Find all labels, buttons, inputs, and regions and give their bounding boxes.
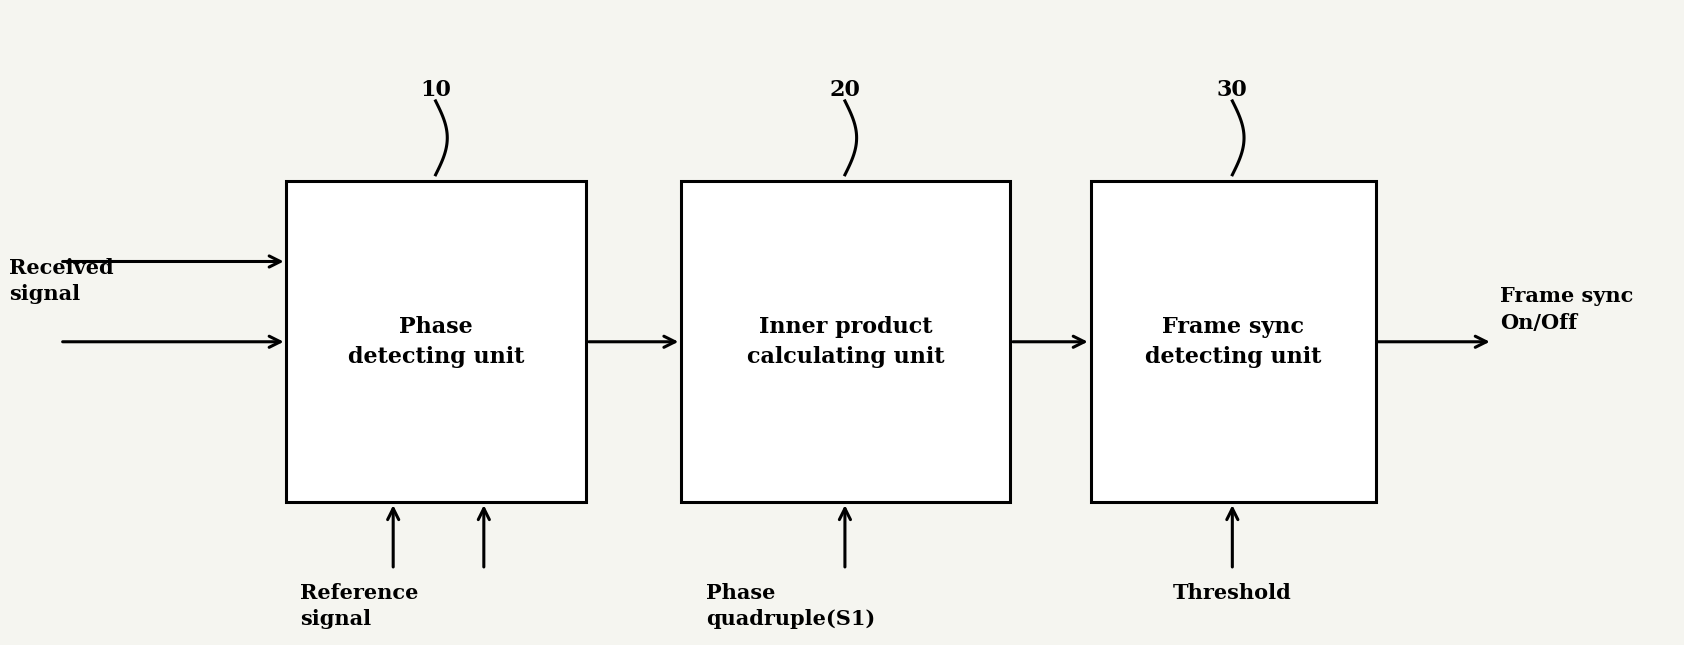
Text: Phase
detecting unit: Phase detecting unit xyxy=(349,315,524,368)
Bar xyxy=(1091,181,1376,502)
Text: 30: 30 xyxy=(1218,79,1248,101)
Bar xyxy=(286,181,586,502)
Text: Received
signal: Received signal xyxy=(8,257,113,304)
Text: Frame sync
On/Off: Frame sync On/Off xyxy=(1500,286,1633,333)
Text: Reference
signal: Reference signal xyxy=(300,582,419,629)
Bar xyxy=(682,181,1010,502)
Text: 10: 10 xyxy=(419,79,451,101)
Text: Inner product
calculating unit: Inner product calculating unit xyxy=(748,315,945,368)
Text: 20: 20 xyxy=(830,79,861,101)
Text: Threshold: Threshold xyxy=(1174,582,1292,602)
Text: Phase
quadruple(S1): Phase quadruple(S1) xyxy=(706,582,876,629)
Text: Frame sync
detecting unit: Frame sync detecting unit xyxy=(1145,315,1322,368)
